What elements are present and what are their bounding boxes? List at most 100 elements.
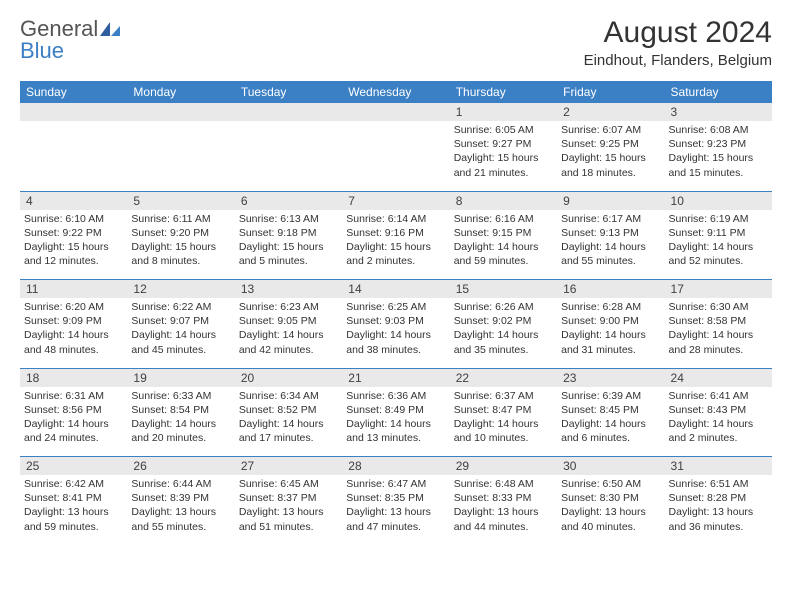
brand-logo: General Blue <box>20 18 122 62</box>
day-info: Sunrise: 6:11 AMSunset: 9:20 PMDaylight:… <box>131 212 230 269</box>
day-cell: 2Sunrise: 6:07 AMSunset: 9:25 PMDaylight… <box>557 103 664 191</box>
day-cell: 22 Sunrise: 6:37 AMSunset: 8:47 PMDayligh… <box>450 369 557 457</box>
daylight-text: Daylight: 15 hours and 2 minutes. <box>346 240 445 268</box>
day-info: Sunrise: 6:47 AMSunset: 8:35 PMDaylight:… <box>346 477 445 534</box>
day-info: Sunrise: 6:23 AMSunset: 9:05 PMDaylight:… <box>239 300 338 357</box>
sunrise-text: Sunrise: 6:19 AM <box>669 212 768 226</box>
day-info: Sunrise: 6:25 AMSunset: 9:03 PMDaylight:… <box>346 300 445 357</box>
daylight-text: Daylight: 13 hours and 40 minutes. <box>561 505 660 533</box>
sunset-text: Sunset: 9:03 PM <box>346 314 445 328</box>
sunset-text: Sunset: 9:18 PM <box>239 226 338 240</box>
day-info: Sunrise: 6:19 AMSunset: 9:11 PMDaylight:… <box>669 212 768 269</box>
daylight-text: Daylight: 13 hours and 44 minutes. <box>454 505 553 533</box>
sunrise-text: Sunrise: 6:50 AM <box>561 477 660 491</box>
location: Eindhout, Flanders, Belgium <box>584 52 772 69</box>
sunset-text: Sunset: 9:07 PM <box>131 314 230 328</box>
daylight-text: Daylight: 13 hours and 36 minutes. <box>669 505 768 533</box>
day-cell: 23Sunrise: 6:39 AMSunset: 8:45 PMDayligh… <box>557 369 664 457</box>
day-info: Sunrise: 6:26 AMSunset: 9:02 PMDaylight:… <box>454 300 553 357</box>
day-number: 22 <box>450 369 557 387</box>
sunrise-text: Sunrise: 6:42 AM <box>24 477 123 491</box>
sunset-text: Sunset: 8:35 PM <box>346 491 445 505</box>
day-cell: 17Sunrise: 6:30 AMSunset: 8:58 PMDayligh… <box>665 280 772 368</box>
daylight-text: Daylight: 14 hours and 52 minutes. <box>669 240 768 268</box>
day-info: Sunrise: 6:37 AMSunset: 8:47 PMDaylight:… <box>454 389 553 446</box>
week-row: 1 Sunrise: 6:05 AMSunset: 9:27 PM Daylight… <box>20 103 772 191</box>
day-info: Sunrise: 6:33 AMSunset: 8:54 PMDaylight:… <box>131 389 230 446</box>
sunrise-text: Sunrise: 6:11 AM <box>131 212 230 226</box>
day-number <box>342 103 449 121</box>
sunset-text: Sunset: 8:39 PM <box>131 491 230 505</box>
day-header: Sunday <box>20 81 127 103</box>
sunrise-text: Sunrise: 6:39 AM <box>561 389 660 403</box>
day-number: 1 <box>450 103 557 121</box>
sunrise-text: Sunrise: 6:08 AM <box>669 123 768 137</box>
sunset-text: Sunset: 9:05 PM <box>239 314 338 328</box>
sunrise-text: Sunrise: 6:48 AM <box>454 477 553 491</box>
day-number <box>235 103 342 121</box>
sunrise-text: Sunrise: 6:20 AM <box>24 300 123 314</box>
week-row: 25 Sunrise: 6:42 AMSunset: 8:41 PM Dayligh… <box>20 457 772 545</box>
sunrise-text: Sunrise: 6:17 AM <box>561 212 660 226</box>
daylight-text: Daylight: 13 hours and 55 minutes. <box>131 505 230 533</box>
sunrise-text: Sunrise: 6:16 AM <box>454 212 553 226</box>
day-cell: 16 Sunrise: 6:28 AMSunset: 9:00 PMDayligh… <box>557 280 664 368</box>
day-number: 21 <box>342 369 449 387</box>
daylight-text: Daylight: 14 hours and 10 minutes. <box>454 417 553 445</box>
sunrise-text: Sunrise: 6:25 AM <box>346 300 445 314</box>
day-cell: 25Sunrise: 6:42 AMSunset: 8:41 PMDayligh… <box>20 457 127 545</box>
day-number: 11 <box>20 280 127 298</box>
sunset-text: Sunset: 9:20 PM <box>131 226 230 240</box>
sunset-text: Sunset: 9:27 PM <box>454 137 553 151</box>
sunrise-text: Sunrise: 6:45 AM <box>239 477 338 491</box>
day-number: 25 <box>20 457 127 475</box>
sunset-text: Sunset: 8:58 PM <box>669 314 768 328</box>
day-cell: 18Sunrise: 6:31 AMSunset: 8:56 PMDayligh… <box>20 369 127 457</box>
daylight-text: Daylight: 14 hours and 59 minutes. <box>454 240 553 268</box>
day-cell <box>20 103 127 191</box>
day-cell: 3Sunrise: 6:08 AMSunset: 9:23 PMDaylight… <box>665 103 772 191</box>
daylight-text: Daylight: 15 hours and 18 minutes. <box>561 151 660 179</box>
day-info: Sunrise: 6:14 AMSunset: 9:16 PMDaylight:… <box>346 212 445 269</box>
sunset-text: Sunset: 8:41 PM <box>24 491 123 505</box>
day-cell: 14Sunrise: 6:25 AMSunset: 9:03 PMDayligh… <box>342 280 449 368</box>
day-number <box>20 103 127 121</box>
daylight-text: Daylight: 14 hours and 13 minutes. <box>346 417 445 445</box>
day-header: Saturday <box>665 81 772 103</box>
day-info: Sunrise: 6:17 AMSunset: 9:13 PMDaylight:… <box>561 212 660 269</box>
day-cell: 1Sunrise: 6:05 AMSunset: 9:27 PMDaylight… <box>450 103 557 191</box>
sunset-text: Sunset: 8:54 PM <box>131 403 230 417</box>
daylight-text: Daylight: 14 hours and 28 minutes. <box>669 328 768 356</box>
day-cell: 5 Sunrise: 6:11 AMSunset: 9:20 PMDaylight… <box>127 192 234 280</box>
day-header: Tuesday <box>235 81 342 103</box>
daylight-text: Daylight: 13 hours and 47 minutes. <box>346 505 445 533</box>
sunset-text: Sunset: 8:47 PM <box>454 403 553 417</box>
sunrise-text: Sunrise: 6:30 AM <box>669 300 768 314</box>
sunrise-text: Sunrise: 6:10 AM <box>24 212 123 226</box>
daylight-text: Daylight: 14 hours and 38 minutes. <box>346 328 445 356</box>
day-cell: 7Sunrise: 6:14 AMSunset: 9:16 PMDaylight… <box>342 192 449 280</box>
day-info: Sunrise: 6:31 AMSunset: 8:56 PMDaylight:… <box>24 389 123 446</box>
daylight-text: Daylight: 14 hours and 45 minutes. <box>131 328 230 356</box>
sunrise-text: Sunrise: 6:37 AM <box>454 389 553 403</box>
sunrise-text: Sunrise: 6:33 AM <box>131 389 230 403</box>
day-number: 20 <box>235 369 342 387</box>
day-info: Sunrise: 6:20 AMSunset: 9:09 PMDaylight:… <box>24 300 123 357</box>
day-number: 16 <box>557 280 664 298</box>
day-cell: 27Sunrise: 6:45 AMSunset: 8:37 PMDayligh… <box>235 457 342 545</box>
day-cell <box>127 103 234 191</box>
day-number: 5 <box>127 192 234 210</box>
day-info: Sunrise: 6:51 AMSunset: 8:28 PMDaylight:… <box>669 477 768 534</box>
day-info: Sunrise: 6:28 AMSunset: 9:00 PMDaylight:… <box>561 300 660 357</box>
day-cell: 9Sunrise: 6:17 AMSunset: 9:13 PMDaylight… <box>557 192 664 280</box>
sunset-text: Sunset: 8:37 PM <box>239 491 338 505</box>
day-info: Sunrise: 6:10 AMSunset: 9:22 PMDaylight:… <box>24 212 123 269</box>
sunset-text: Sunset: 8:56 PM <box>24 403 123 417</box>
daylight-text: Daylight: 14 hours and 42 minutes. <box>239 328 338 356</box>
day-number: 29 <box>450 457 557 475</box>
day-cell: 26Sunrise: 6:44 AMSunset: 8:39 PMDayligh… <box>127 457 234 545</box>
daylight-text: Daylight: 15 hours and 12 minutes. <box>24 240 123 268</box>
sunrise-text: Sunrise: 6:05 AM <box>454 123 553 137</box>
day-cell: 12Sunrise: 6:22 AMSunset: 9:07 PMDayligh… <box>127 280 234 368</box>
sunset-text: Sunset: 8:43 PM <box>669 403 768 417</box>
